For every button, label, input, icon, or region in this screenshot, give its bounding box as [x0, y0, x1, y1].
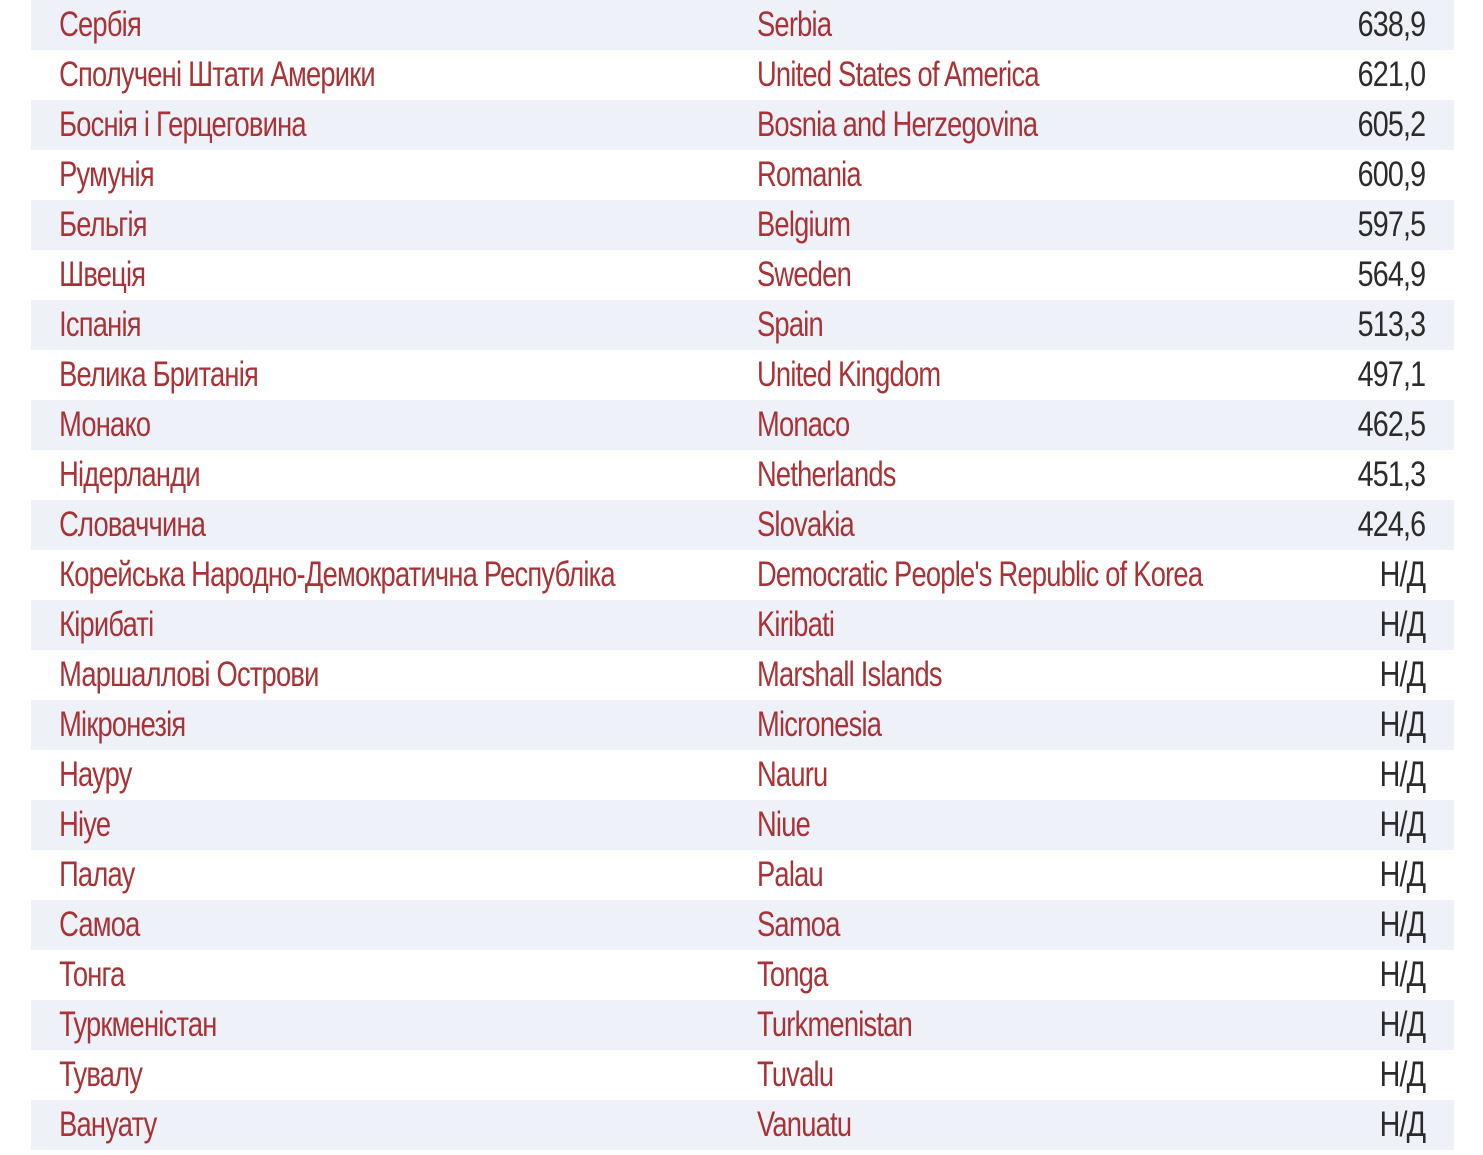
table-row: Ніуе Niue Н/Д [31, 800, 1454, 850]
country-value: Н/Д [1379, 605, 1427, 644]
country-value: 497,1 [1357, 355, 1427, 394]
country-name-ua: Сербія [59, 5, 142, 44]
table-row: Сербія Serbia 638,9 [31, 0, 1454, 50]
country-value: Н/Д [1379, 655, 1427, 694]
country-name-ua: Тувалу [59, 1055, 143, 1094]
country-value: 605,2 [1357, 105, 1427, 144]
table-row: Велика Британія United Kingdom 497,1 [31, 350, 1454, 400]
table-row: Монако Monaco 462,5 [31, 400, 1454, 450]
country-name-en: Bosnia and Herzegovina [757, 105, 1038, 144]
country-name-en: Micronesia [757, 705, 882, 744]
country-name-ua: Палау [59, 855, 135, 894]
country-name-en: Netherlands [757, 455, 896, 494]
country-name-ua: Науру [59, 755, 132, 794]
country-name-en: Serbia [757, 5, 832, 44]
country-value: Н/Д [1379, 855, 1427, 894]
country-name-en: Kiribati [757, 605, 835, 644]
country-value: 462,5 [1357, 405, 1427, 444]
country-name-ua: Велика Британія [59, 355, 259, 394]
country-name-ua: Монако [59, 405, 151, 444]
table-row: Боснія і Герцеговина Bosnia and Herzegov… [31, 100, 1454, 150]
country-name-en: Nauru [757, 755, 828, 794]
table-row: Румунія Romania 600,9 [31, 150, 1454, 200]
country-name-ua: Іспанія [59, 305, 141, 344]
country-value: Н/Д [1379, 905, 1427, 944]
country-value: Н/Д [1379, 1105, 1427, 1144]
country-name-en: Tuvalu [757, 1055, 834, 1094]
country-value: Н/Д [1379, 705, 1427, 744]
country-name-en: Samoa [757, 905, 840, 944]
table-row: Сполучені Штати Америки United States of… [31, 50, 1454, 100]
country-name-ua: Вануату [59, 1105, 157, 1144]
country-name-ua: Маршаллові Острови [59, 655, 319, 694]
table-row: Мікронезія Micronesia Н/Д [31, 700, 1454, 750]
country-name-ua: Нідерланди [59, 455, 200, 494]
country-value: Н/Д [1379, 755, 1427, 794]
country-value: 638,9 [1357, 5, 1427, 44]
country-name-en: Vanuatu [757, 1105, 852, 1144]
country-name-en: Romania [757, 155, 862, 194]
country-name-en: Tonga [757, 955, 828, 994]
country-value: Н/Д [1379, 555, 1427, 594]
country-name-en: Turkmenistan [757, 1005, 913, 1044]
table-row: Маршаллові Острови Marshall Islands Н/Д [31, 650, 1454, 700]
country-name-en: Niue [757, 805, 811, 844]
country-name-ua: Швеція [59, 255, 146, 294]
country-table: Сербія Serbia 638,9 Сполучені Штати Амер… [31, 0, 1454, 1150]
country-name-ua: Кірибаті [59, 605, 154, 644]
table-row: Туркменістан Turkmenistan Н/Д [31, 1000, 1454, 1050]
country-name-ua: Самоа [59, 905, 140, 944]
table-row: Нідерланди Netherlands 451,3 [31, 450, 1454, 500]
country-name-en: Spain [757, 305, 824, 344]
country-name-en: Sweden [757, 255, 852, 294]
country-name-ua: Словаччина [59, 505, 206, 544]
table-row: Тонга Tonga Н/Д [31, 950, 1454, 1000]
country-name-en: Slovakia [757, 505, 855, 544]
country-value: Н/Д [1379, 1005, 1427, 1044]
table-row: Корейська Народно-Демократична Республік… [31, 550, 1454, 600]
country-name-ua: Ніуе [59, 805, 111, 844]
table-row: Палау Palau Н/Д [31, 850, 1454, 900]
country-name-en: United Kingdom [757, 355, 941, 394]
country-name-en: Marshall Islands [757, 655, 943, 694]
country-name-en: United States of America [757, 55, 1040, 94]
country-value: 564,9 [1357, 255, 1427, 294]
country-name-en: Monaco [757, 405, 850, 444]
country-value: 621,0 [1357, 55, 1427, 94]
table-row: Кірибаті Kiribati Н/Д [31, 600, 1454, 650]
country-value: 600,9 [1357, 155, 1427, 194]
country-value: Н/Д [1379, 1055, 1427, 1094]
table-row: Іспанія Spain 513,3 [31, 300, 1454, 350]
country-name-ua: Румунія [59, 155, 155, 194]
table-row: Словаччина Slovakia 424,6 [31, 500, 1454, 550]
table-row: Вануату Vanuatu Н/Д [31, 1100, 1454, 1150]
country-value: 451,3 [1357, 455, 1427, 494]
country-name-ua: Мікронезія [59, 705, 186, 744]
country-name-ua: Тонга [59, 955, 125, 994]
table-row: Бельгія Belgium 597,5 [31, 200, 1454, 250]
country-name-en: Palau [757, 855, 824, 894]
country-name-ua: Сполучені Штати Америки [59, 55, 376, 94]
table-row: Швеція Sweden 564,9 [31, 250, 1454, 300]
country-name-ua: Боснія і Герцеговина [59, 105, 306, 144]
country-name-en: Belgium [757, 205, 851, 244]
country-value: 513,3 [1357, 305, 1427, 344]
table-row: Науру Nauru Н/Д [31, 750, 1454, 800]
country-name-ua: Корейська Народно-Демократична Республік… [59, 555, 616, 594]
country-value: Н/Д [1379, 805, 1427, 844]
country-value: 597,5 [1357, 205, 1427, 244]
country-name-ua: Бельгія [59, 205, 147, 244]
table-row: Самоа Samoa Н/Д [31, 900, 1454, 950]
country-name-en: Democratic People's Republic of Korea [757, 555, 1203, 594]
table-row: Тувалу Tuvalu Н/Д [31, 1050, 1454, 1100]
country-value: Н/Д [1379, 955, 1427, 994]
country-name-ua: Туркменістан [59, 1005, 217, 1044]
country-value: 424,6 [1357, 505, 1427, 544]
